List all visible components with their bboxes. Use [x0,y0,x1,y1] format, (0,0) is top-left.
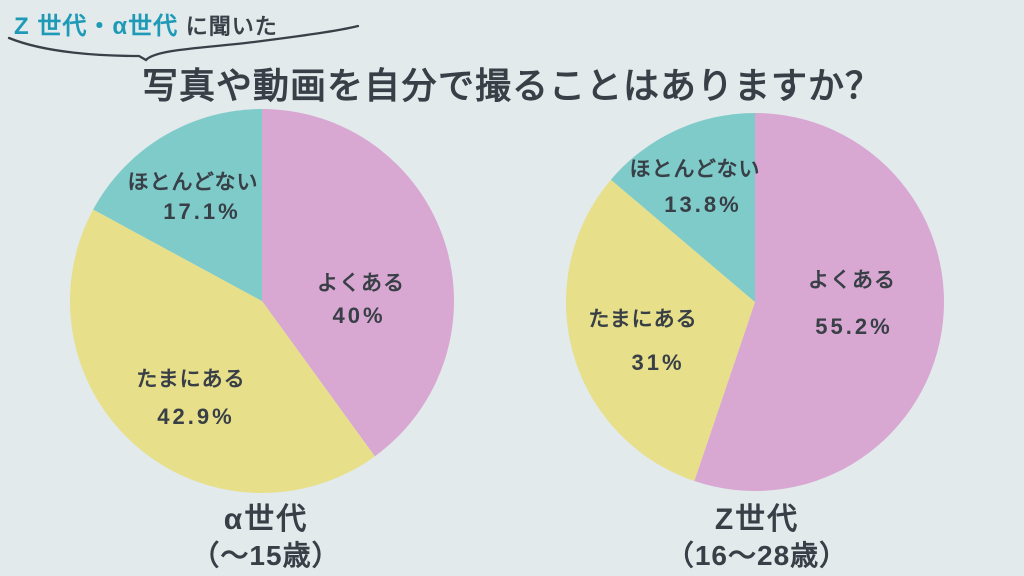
slice-label: たまにある [588,308,698,331]
slice-value: 40% [332,303,386,328]
slice-value: 13.8% [664,192,742,217]
slice-label: ほとんどない [629,158,761,181]
pie-chart-z-generation [566,113,944,491]
header-badge: Z 世代・α世代 に聞いた [14,6,278,41]
hand-drawn-underline-swoosh [7,24,360,62]
chart-caption-generation: α世代 [223,503,309,536]
chart-caption-generation: Z世代 [714,503,800,536]
pie-slice-2 [70,209,375,493]
pie-slice-3 [93,109,262,301]
slice-value: 42.9% [157,404,235,429]
pie-slice-1 [694,113,944,491]
slice-label: ほとんどない [127,171,259,194]
pie-chart-alpha-generation [70,109,454,493]
badge-suffix-text: に聞いた [185,14,278,39]
slice-value: 17.1% [163,199,241,224]
chart-caption-age-range: （～15歳） [191,540,341,571]
slice-value: 55.2% [815,314,893,339]
slice-value: 31% [631,350,685,375]
slice-label: たまにある [136,368,246,391]
slice-label: よくある [808,269,896,292]
badge-audience-text: Z 世代・α世代 [14,13,179,40]
chart-caption-age-range: （16～28歳） [665,540,849,571]
pie-slice-3 [610,113,755,302]
pie-slice-1 [262,109,454,457]
pie-slice-2 [566,179,755,482]
page-title: 写真や動画を自分で撮ることはありますか？ [141,65,882,106]
slice-label: よくある [317,272,405,295]
